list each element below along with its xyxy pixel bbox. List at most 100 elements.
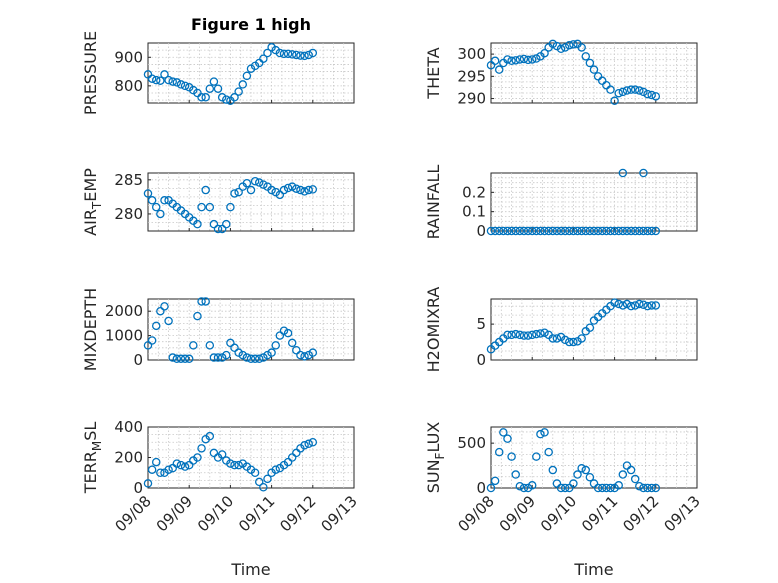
data-point	[560, 43, 570, 52]
data-point	[242, 178, 252, 188]
data-point	[556, 226, 566, 236]
data-point	[259, 353, 268, 362]
data-point	[209, 353, 219, 362]
panel-air_temp: 280 285 AIRTEMP	[81, 168, 355, 236]
data-point	[209, 219, 219, 229]
data-point	[275, 331, 285, 340]
data-point	[626, 465, 636, 475]
data-point	[287, 182, 297, 191]
data-point	[647, 226, 656, 236]
x-tick-label: 09/10	[194, 492, 237, 535]
data-point	[176, 80, 186, 89]
data-point	[490, 476, 500, 486]
data-point	[519, 483, 529, 493]
data-point	[164, 316, 173, 326]
data-point	[585, 226, 595, 236]
data-point	[548, 39, 558, 49]
x-tick-label: 09/12	[619, 492, 662, 535]
x-tick-label: 09/12	[276, 492, 319, 535]
data-point	[308, 48, 318, 58]
y-axis-label: H2OMIXRA	[424, 287, 443, 373]
data-point	[143, 341, 153, 350]
data-point	[283, 328, 293, 338]
data-point	[589, 65, 599, 74]
data-point	[143, 479, 153, 488]
data-point	[577, 43, 586, 52]
x-tick-label: 09/13	[661, 492, 704, 535]
data-point	[515, 55, 525, 64]
data-point	[651, 226, 661, 236]
data-point	[614, 226, 623, 236]
data-point	[639, 300, 648, 309]
y-axis-label-post: SL	[81, 422, 100, 441]
y-tick-label: 300	[457, 45, 486, 63]
y-axis-label-sub: T	[90, 201, 104, 210]
x-tick-label: 09/08	[455, 492, 498, 535]
data-point	[304, 50, 313, 60]
data-point	[536, 226, 545, 236]
data-point	[585, 58, 595, 68]
data-point	[507, 330, 516, 340]
data-point	[565, 337, 574, 347]
data-point	[213, 353, 223, 362]
data-point	[304, 350, 313, 360]
data-point	[515, 481, 525, 491]
data-point	[156, 468, 165, 477]
data-point	[639, 87, 648, 97]
data-point	[292, 345, 301, 355]
data-point	[151, 321, 161, 331]
y-axis-label: THETA	[424, 47, 443, 99]
data-point	[222, 95, 231, 104]
data-point	[180, 81, 190, 91]
data-point	[540, 428, 549, 437]
data-point	[205, 341, 215, 350]
data-point	[308, 185, 318, 194]
data-point	[242, 71, 252, 81]
panels: 800 900 PRESSURE 290 295 300 THETA 280 285 AIRTEM…	[81, 31, 704, 535]
data-point	[532, 452, 541, 461]
axes-frame	[147, 42, 355, 104]
data-point	[581, 226, 591, 236]
panel-rainfall: 00.1 0.2 RAINFALL	[424, 165, 698, 240]
y-tick-label: 500	[457, 434, 486, 452]
y-tick-label: 0	[476, 479, 486, 497]
data-point	[164, 75, 173, 85]
data-point	[523, 331, 533, 340]
data-point	[168, 353, 177, 362]
data-point	[622, 226, 632, 236]
data-point	[279, 49, 289, 59]
data-point	[643, 89, 652, 99]
data-point	[271, 465, 280, 474]
data-point	[168, 77, 177, 86]
y-tick-label: 900	[114, 48, 143, 66]
data-point	[279, 326, 289, 335]
data-point	[519, 331, 529, 340]
y-tick-label: 285	[114, 171, 143, 189]
data-point	[511, 329, 520, 339]
data-point	[160, 196, 169, 205]
data-point	[635, 299, 644, 309]
data-point	[287, 338, 297, 348]
data-point	[147, 336, 157, 345]
data-point	[556, 44, 566, 54]
y-tick-label: 800	[114, 77, 143, 95]
data-point	[503, 434, 512, 443]
data-point	[569, 479, 578, 488]
data-point	[626, 85, 636, 94]
data-point	[250, 176, 260, 186]
y-tick-label: 2000	[105, 302, 143, 320]
data-point	[160, 302, 169, 311]
data-point	[300, 187, 309, 196]
y-axis-label-main: PRESSURE	[81, 31, 100, 115]
data-point	[565, 226, 574, 236]
data-point	[226, 459, 235, 468]
data-point	[511, 226, 520, 236]
data-point	[552, 334, 562, 343]
x-tick-label: 09/10	[537, 492, 580, 535]
data-point	[151, 457, 161, 467]
data-point	[267, 348, 276, 357]
data-point	[217, 353, 227, 362]
data-point	[614, 481, 623, 490]
data-point	[618, 168, 628, 178]
